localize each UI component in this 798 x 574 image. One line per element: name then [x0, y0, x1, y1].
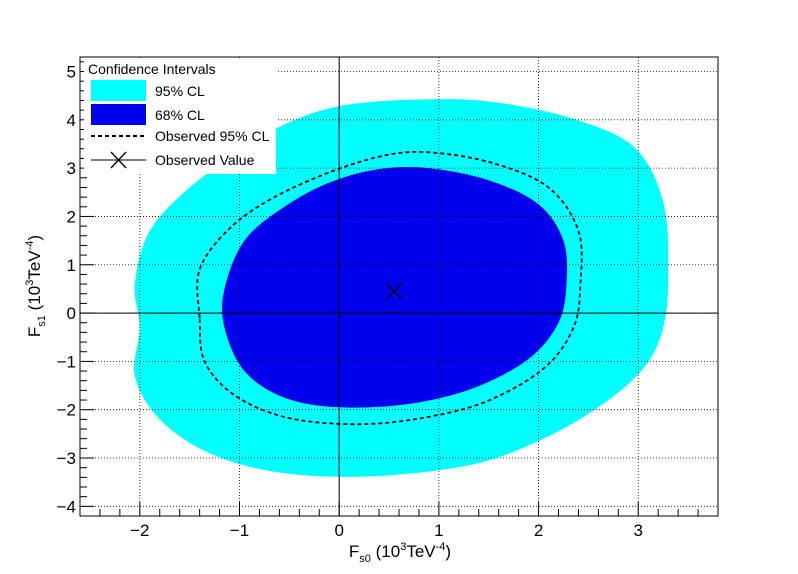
x-tick-label: 0 [334, 521, 343, 540]
legend-swatch-95cl [91, 80, 146, 101]
x-axis-title: Fs0 (103TeV-4) [349, 541, 451, 565]
contour-observed-95-cl [196, 150, 583, 426]
x-axis-title-unit-post: ) [445, 542, 451, 561]
contour-68-cl [222, 166, 568, 408]
x-axis-title-unit-mid: TeV [406, 542, 436, 561]
legend-label-95cl: 95% CL [155, 83, 205, 99]
y-tick-label: 4 [67, 111, 76, 130]
y-tick-label: 1 [67, 256, 76, 275]
legend-swatch-observed-value-marker [110, 151, 127, 169]
y-tick-label: 0 [67, 304, 76, 323]
legend-swatch-68cl [91, 104, 146, 125]
y-tick-label: 5 [67, 62, 76, 81]
x-axis-title-sup2: -4 [436, 541, 446, 553]
legend: Confidence Intervals 95% CL 68% CL Obser… [84, 58, 276, 174]
y-axis-title-unit-pre: (10 [25, 286, 44, 315]
x-tick-label: −2 [130, 521, 149, 540]
y-axis-title-sub: s1 [36, 315, 48, 327]
x-axis-title-sup1: 3 [400, 541, 406, 553]
x-axis-title-main: F [349, 542, 359, 561]
observed-marker-layer [385, 282, 403, 300]
legend-label-68cl: 68% CL [155, 107, 205, 123]
x-axis-title-unit-pre: (10 [371, 542, 400, 561]
observed-value-marker [385, 282, 403, 300]
legend-title: Confidence Intervals [88, 61, 216, 77]
y-axis-title-sup1: 3 [24, 280, 36, 286]
y-tick-label: 2 [67, 207, 76, 226]
legend-label-observed-95cl: Observed 95% CL [155, 128, 270, 144]
x-axis-title-sub: s0 [359, 553, 371, 565]
y-tick-label: −1 [57, 352, 76, 371]
y-axis-title-sup2: -4 [24, 241, 36, 251]
x-tick-label: 3 [634, 521, 643, 540]
y-tick-label: −3 [57, 449, 76, 468]
tick-labels-layer: −2 −1 0 1 2 3 −4 −3 −2 −1 0 1 2 3 4 5 [57, 62, 643, 540]
x-tick-label: 2 [534, 521, 543, 540]
y-axis-title-unit-mid: TeV [25, 250, 44, 280]
y-tick-label: −2 [57, 401, 76, 420]
x-tick-label: 1 [434, 521, 443, 540]
legend-label-observed-value: Observed Value [155, 152, 255, 168]
y-axis-title: Fs1 (103TeV-4) [24, 235, 48, 337]
x-tick-label: −1 [230, 521, 249, 540]
y-tick-label: −4 [57, 497, 76, 516]
zero-lines [80, 57, 718, 516]
y-tick-label: 3 [67, 159, 76, 178]
y-axis-title-unit-post: ) [25, 235, 44, 241]
y-axis-title-main: F [25, 327, 44, 337]
contours-layer [134, 99, 669, 477]
